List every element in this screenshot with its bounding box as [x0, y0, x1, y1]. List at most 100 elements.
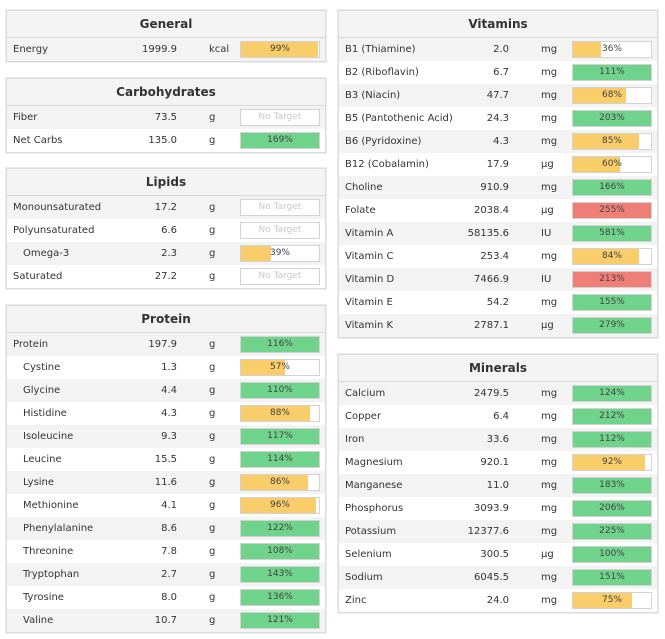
progress-fill	[573, 65, 651, 80]
nutrient-row[interactable]: Vitamin C 253.4 mg 84%	[339, 245, 657, 268]
nutrient-name: Cystine	[23, 362, 61, 373]
nutrient-name: Valine	[23, 615, 54, 626]
nutrient-row[interactable]: B6 (Pyridoxine) 4.3 mg 85%	[339, 130, 657, 153]
progress-fill	[241, 498, 316, 513]
nutrient-row[interactable]: Methionine 4.1 g 96%	[7, 494, 325, 517]
percent-label: 57%	[269, 362, 290, 372]
nutrient-row[interactable]: Magnesium 920.1 mg 92%	[339, 451, 657, 474]
nutrient-amount: 11.6	[154, 477, 177, 488]
nutrient-row[interactable]: B3 (Niacin) 47.7 mg 68%	[339, 84, 657, 107]
no-target-label: No Target	[258, 202, 302, 212]
nutrient-row[interactable]: Lysine 11.6 g 86%	[7, 471, 325, 494]
nutrient-unit: mg	[541, 251, 558, 262]
percent-label: 255%	[599, 205, 625, 215]
panel-title: Lipids	[7, 169, 325, 196]
progress-fill	[241, 452, 319, 467]
nutrient-name: Polyunsaturated	[13, 225, 95, 236]
nutrient-row[interactable]: Vitamin A 58135.6 IU 581%	[339, 222, 657, 245]
nutrient-row[interactable]: Monounsaturated 17.2 g No Target	[7, 196, 325, 219]
nutrient-row[interactable]: B2 (Riboflavin) 6.7 mg 111%	[339, 61, 657, 84]
nutrient-name: B12 (Cobalamin)	[345, 159, 429, 170]
nutrient-unit: g	[209, 477, 216, 488]
nutrient-row[interactable]: Calcium 2479.5 mg 124%	[339, 382, 657, 405]
nutrient-unit: mg	[541, 44, 558, 55]
nutrient-row[interactable]: Threonine 7.8 g 108%	[7, 540, 325, 563]
nutrient-amount: 2.7	[161, 569, 177, 580]
target-progress-bar: 169%	[240, 132, 320, 149]
nutrient-name: Manganese	[345, 480, 403, 491]
nutrient-row[interactable]: Energy 1999.9 kcal 99%	[7, 38, 325, 61]
nutrient-name: Protein	[13, 339, 49, 350]
percent-label: 117%	[267, 431, 293, 441]
percent-label: 166%	[599, 182, 625, 192]
target-progress-bar: 36%	[572, 41, 652, 58]
nutrient-row[interactable]: Sodium 6045.5 mg 151%	[339, 566, 657, 589]
nutrient-row[interactable]: Folate 2038.4 µg 255%	[339, 199, 657, 222]
percent-label: 84%	[601, 251, 622, 261]
nutrient-row[interactable]: Cystine 1.3 g 57%	[7, 356, 325, 379]
nutrient-name: Methionine	[23, 500, 79, 511]
nutrient-row[interactable]: Vitamin K 2787.1 µg 279%	[339, 314, 657, 337]
nutrient-row[interactable]: Glycine 4.4 g 110%	[7, 379, 325, 402]
nutrient-row[interactable]: Vitamin E 54.2 mg 155%	[339, 291, 657, 314]
nutrient-unit: IU	[541, 274, 552, 285]
nutrient-unit: g	[209, 248, 216, 259]
nutrient-row[interactable]: Omega-3 2.3 g 39%	[7, 242, 325, 265]
nutrient-row[interactable]: Zinc 24.0 mg 75%	[339, 589, 657, 612]
nutrient-row[interactable]: Copper 6.4 mg 212%	[339, 405, 657, 428]
nutrient-row[interactable]: Choline 910.9 mg 166%	[339, 176, 657, 199]
progress-fill	[241, 567, 319, 582]
nutrient-amount: 2479.5	[474, 388, 509, 399]
nutrient-amount: 24.0	[486, 595, 509, 606]
nutrient-row[interactable]: Valine 10.7 g 121%	[7, 609, 325, 632]
nutrient-unit: g	[209, 592, 216, 603]
target-progress-bar: No Target	[240, 222, 320, 239]
panel-title: Protein	[7, 306, 325, 333]
nutrient-row[interactable]: Potassium 12377.6 mg 225%	[339, 520, 657, 543]
percent-label: 206%	[599, 503, 625, 513]
nutrient-amount: 54.2	[486, 297, 509, 308]
nutrient-row[interactable]: B5 (Pantothenic Acid) 24.3 mg 203%	[339, 107, 657, 130]
nutrient-row[interactable]: Protein 197.9 g 116%	[7, 333, 325, 356]
percent-label: 108%	[267, 546, 293, 556]
nutrient-row[interactable]: B12 (Cobalamin) 17.9 µg 60%	[339, 153, 657, 176]
nutrient-unit: µg	[541, 549, 554, 560]
progress-fill	[241, 590, 319, 605]
nutrient-row[interactable]: Net Carbs 135.0 g 169%	[7, 129, 325, 152]
nutrient-row[interactable]: Iron 33.6 mg 112%	[339, 428, 657, 451]
nutrient-row[interactable]: Phenylalanine 8.6 g 122%	[7, 517, 325, 540]
nutrient-amount: 6.7	[493, 67, 509, 78]
nutrient-row[interactable]: Phosphorus 3093.9 mg 206%	[339, 497, 657, 520]
target-progress-bar: 96%	[240, 497, 320, 514]
nutrient-row[interactable]: Manganese 11.0 mg 183%	[339, 474, 657, 497]
nutrient-row[interactable]: Histidine 4.3 g 88%	[7, 402, 325, 425]
nutrient-row[interactable]: Leucine 15.5 g 114%	[7, 448, 325, 471]
nutrient-unit: mg	[541, 90, 558, 101]
progress-fill	[573, 547, 651, 562]
nutrient-row[interactable]: Tyrosine 8.0 g 136%	[7, 586, 325, 609]
nutrient-name: Calcium	[345, 388, 386, 399]
nutrient-row[interactable]: Isoleucine 9.3 g 117%	[7, 425, 325, 448]
progress-fill	[573, 180, 651, 195]
nutrient-row[interactable]: Saturated 27.2 g No Target	[7, 265, 325, 288]
progress-fill	[241, 246, 272, 261]
nutrient-amount: 1999.9	[142, 44, 177, 55]
nutrient-row[interactable]: Polyunsaturated 6.6 g No Target	[7, 219, 325, 242]
nutrient-row[interactable]: Fiber 73.5 g No Target	[7, 106, 325, 129]
nutrient-unit: mg	[541, 572, 558, 583]
nutrient-amount: 33.6	[486, 434, 509, 445]
progress-fill	[573, 295, 651, 310]
percent-label: 116%	[267, 339, 293, 349]
nutrient-row[interactable]: B1 (Thiamine) 2.0 mg 36%	[339, 38, 657, 61]
nutrient-name: Histidine	[23, 408, 67, 419]
target-progress-bar: 111%	[572, 64, 652, 81]
nutrient-amount: 197.9	[148, 339, 177, 350]
percent-label: 112%	[599, 434, 625, 444]
percent-label: 121%	[267, 615, 293, 625]
percent-label: 100%	[599, 549, 625, 559]
percent-label: 60%	[601, 159, 622, 169]
nutrient-row[interactable]: Selenium 300.5 µg 100%	[339, 543, 657, 566]
progress-fill	[573, 524, 651, 539]
nutrient-row[interactable]: Tryptophan 2.7 g 143%	[7, 563, 325, 586]
nutrient-row[interactable]: Vitamin D 7466.9 IU 213%	[339, 268, 657, 291]
